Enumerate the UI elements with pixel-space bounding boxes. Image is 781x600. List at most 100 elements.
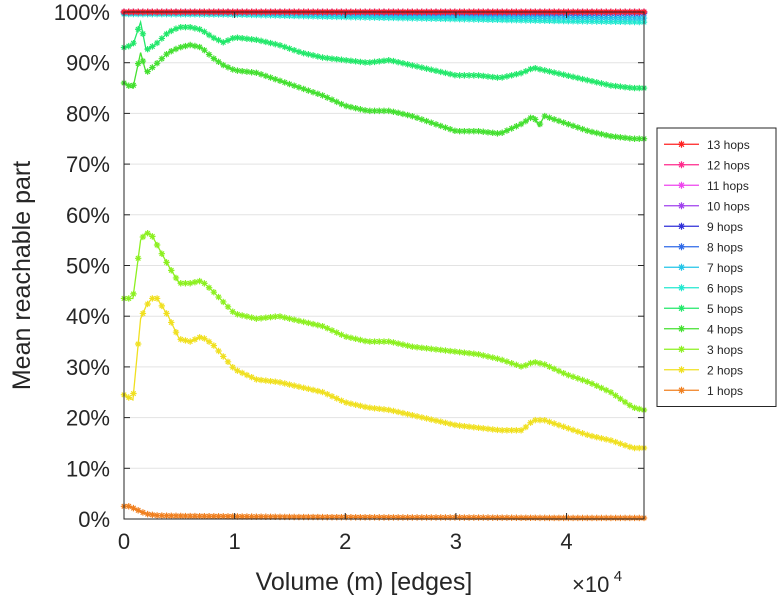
data-point (186, 41, 194, 49)
data-point (215, 347, 222, 355)
data-point (584, 14, 591, 21)
data-point (130, 39, 137, 47)
data-point (305, 513, 312, 521)
data-point (461, 72, 468, 79)
data-point (442, 69, 449, 77)
data-point (172, 328, 180, 336)
data-point (621, 514, 629, 522)
data-point (602, 14, 610, 21)
data-point (607, 514, 615, 522)
x-axis: 0 1 2 3 4 (118, 12, 573, 554)
legend-label: 7 hops (707, 261, 743, 275)
data-point (437, 514, 444, 521)
data-point (475, 514, 482, 521)
y-axis-label: Mean reachable part (8, 161, 36, 390)
data-point (385, 338, 392, 345)
x-tick-label: 3 (450, 529, 462, 554)
data-point (489, 13, 496, 20)
data-point (475, 128, 482, 135)
data-point (215, 36, 222, 44)
data-point (394, 514, 402, 521)
data-point (300, 318, 307, 326)
data-point (220, 61, 227, 69)
data-point (678, 284, 685, 292)
data-point (532, 514, 539, 522)
data-point (494, 13, 501, 20)
y-tick-label: 60% (66, 203, 110, 228)
y-tick-label: 50% (66, 254, 110, 279)
data-point (442, 124, 449, 131)
data-point (286, 315, 293, 322)
data-point (172, 45, 180, 53)
data-point (536, 120, 544, 128)
data-point (451, 421, 459, 429)
data-point (574, 375, 582, 382)
data-point (489, 16, 496, 23)
data-point (163, 512, 170, 519)
data-point (517, 17, 525, 24)
data-point (569, 18, 577, 25)
data-point (144, 45, 151, 53)
series-3-hops (120, 230, 648, 414)
data-point (224, 64, 232, 71)
data-point (517, 363, 525, 370)
data-point (546, 17, 553, 25)
data-point (300, 513, 307, 521)
data-point (602, 131, 610, 139)
data-point (357, 402, 364, 410)
data-point (442, 514, 449, 521)
data-point (276, 42, 284, 49)
data-point (139, 509, 147, 516)
data-point (385, 57, 392, 64)
legend-label: 13 hops (707, 138, 750, 152)
y-tick-label: 90% (66, 51, 110, 76)
data-point (347, 334, 355, 341)
data-point (238, 513, 246, 520)
data-point (508, 125, 515, 132)
data-point (243, 513, 251, 520)
data-point (423, 514, 430, 521)
data-point (617, 134, 624, 141)
data-point (134, 60, 142, 67)
data-point (262, 377, 270, 384)
data-point (527, 359, 534, 367)
data-point (385, 107, 392, 115)
data-point (584, 18, 591, 25)
data-point (333, 513, 340, 521)
data-point (210, 513, 218, 520)
data-point (125, 42, 132, 50)
data-point (560, 17, 567, 25)
data-point (404, 61, 411, 68)
data-point (168, 27, 175, 35)
data-point (602, 386, 610, 394)
data-point (522, 117, 530, 125)
data-point (617, 514, 624, 522)
data-point (560, 514, 567, 522)
data-point (385, 514, 392, 521)
data-point (357, 58, 364, 66)
data-point (243, 371, 251, 379)
data-point (678, 325, 685, 333)
legend-label: 2 hops (707, 363, 743, 377)
data-point (579, 18, 586, 25)
data-point (342, 102, 350, 110)
legend-item: 6 hops (664, 281, 743, 295)
data-point (234, 67, 241, 74)
data-point (276, 379, 284, 386)
data-point (527, 17, 534, 24)
data-point (333, 395, 340, 402)
data-point (513, 427, 520, 434)
data-point (328, 513, 336, 521)
data-point (593, 129, 600, 137)
data-point (324, 390, 331, 398)
data-point (191, 512, 199, 520)
data-point (177, 336, 184, 343)
data-point (186, 512, 194, 520)
data-point (262, 314, 270, 321)
data-point (205, 513, 213, 520)
data-point (536, 416, 544, 424)
data-point (598, 384, 605, 392)
data-point (139, 310, 147, 317)
data-point (153, 60, 161, 67)
data-point (532, 416, 539, 424)
